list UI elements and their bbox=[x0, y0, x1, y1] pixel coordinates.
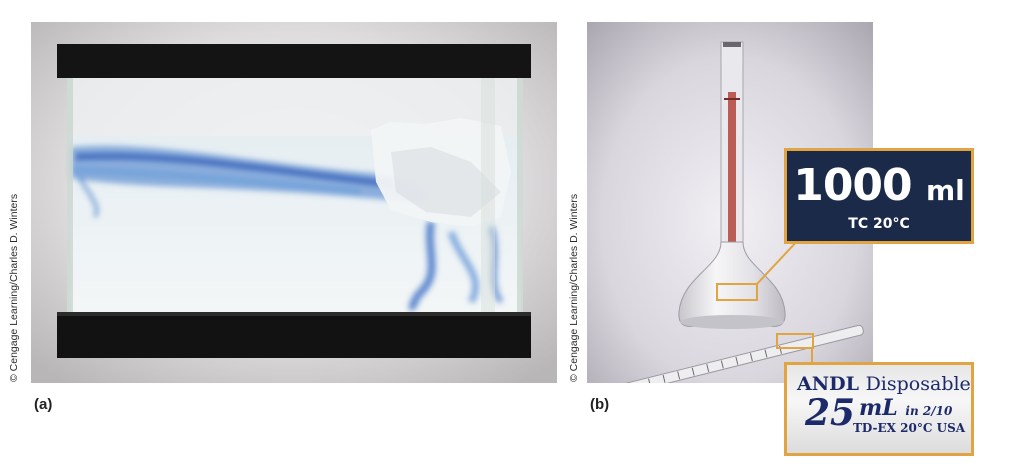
aquarium-illustration bbox=[31, 22, 557, 383]
pipette-unit: mL bbox=[859, 395, 898, 421]
flask-volume-unit: ml bbox=[926, 174, 965, 207]
flask-volume-text: 1000 ml bbox=[787, 161, 971, 216]
flask-calibration-text: TC 20°C bbox=[848, 216, 910, 232]
panel-label-a: (a) bbox=[34, 396, 53, 413]
pipette-brand: ANDL bbox=[797, 373, 859, 395]
pipette-spec: TD-EX 20°C USA bbox=[853, 421, 966, 435]
aquarium-photo bbox=[31, 22, 557, 383]
pipette-type: Disposable bbox=[865, 373, 971, 395]
panel-label-b: (b) bbox=[590, 396, 610, 413]
pipette-volume: 25 bbox=[805, 392, 856, 434]
pipette-label-callout: ANDL Disposable 25 mL in 2/10 TD-EX 20°C… bbox=[784, 362, 974, 456]
flask-volume-callout: 1000 ml TC 20°C bbox=[784, 148, 974, 244]
pipette-graduation: in 2/10 bbox=[905, 404, 953, 418]
flask-volume-value: 1000 bbox=[793, 160, 912, 211]
